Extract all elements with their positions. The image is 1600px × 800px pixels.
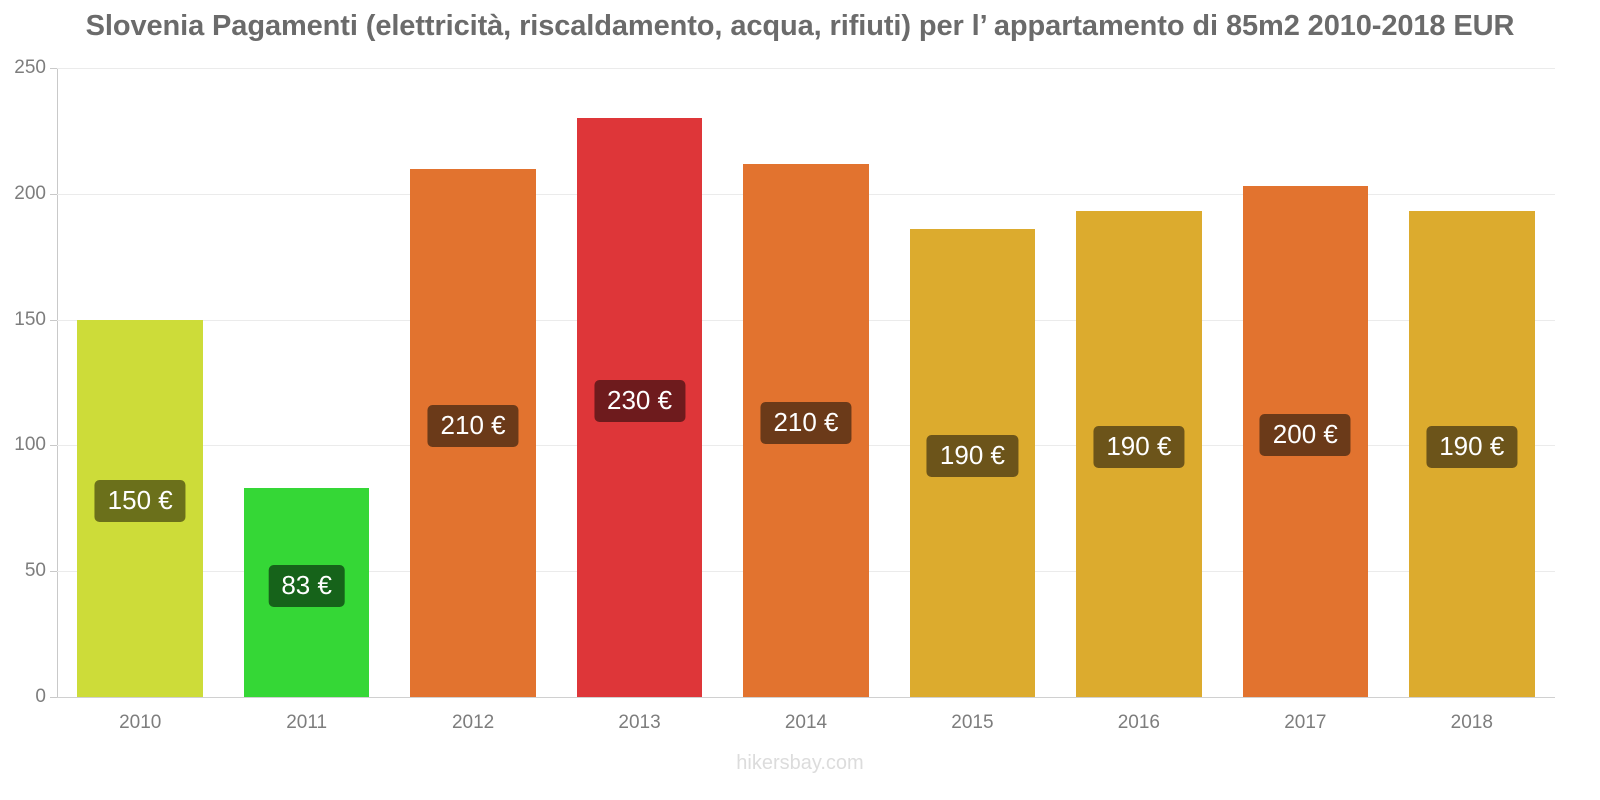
bar-value-label-2015: 190 € bbox=[926, 435, 1018, 478]
bar-slot: 200 € bbox=[1242, 68, 1369, 697]
bar-2010[interactable]: 150 € bbox=[77, 319, 204, 697]
y-axis-tick-label: 200 bbox=[14, 182, 46, 204]
bar-2017[interactable]: 200 € bbox=[1242, 186, 1369, 697]
x-axis-tick-label-2014: 2014 bbox=[784, 712, 828, 733]
y-axis-tick-label: 250 bbox=[14, 57, 46, 78]
y-axis-tick-label: 150 bbox=[14, 308, 46, 330]
bar-2013[interactable]: 230 € bbox=[576, 118, 703, 697]
bar-value-label-2014: 210 € bbox=[760, 402, 852, 445]
y-axis-tick-label: 50 bbox=[24, 560, 46, 582]
bar-2015[interactable]: 190 € bbox=[909, 229, 1036, 697]
bar-value-label-2010: 150 € bbox=[94, 480, 186, 523]
bar-2011[interactable]: 83 € bbox=[243, 488, 370, 697]
bar-2014[interactable]: 210 € bbox=[743, 163, 869, 697]
gridline bbox=[57, 68, 1555, 69]
y-axis-tick-mark bbox=[50, 193, 57, 195]
bar-value-label-2016: 190 € bbox=[1093, 426, 1185, 469]
y-axis-line bbox=[57, 68, 58, 698]
chart-title: Slovenia Pagamenti (elettricità, riscald… bbox=[85, 10, 1515, 42]
bar-2018[interactable]: 190 € bbox=[1408, 211, 1535, 697]
bar-slot: 210 € bbox=[410, 68, 536, 697]
y-axis-tick-mark bbox=[50, 319, 57, 321]
y-axis-tick-label: 0 bbox=[35, 686, 46, 707]
x-axis-tick-label-2015: 2015 bbox=[951, 712, 994, 733]
x-axis-tick-label-2013: 2013 bbox=[618, 712, 661, 733]
x-axis-tick-label-2016: 2016 bbox=[1117, 712, 1161, 733]
bar-value-label-2017: 200 € bbox=[1259, 413, 1351, 456]
bar-slot: 190 € bbox=[1408, 68, 1535, 697]
bar-2016[interactable]: 190 € bbox=[1076, 211, 1202, 697]
bar-value-label-2013: 230 € bbox=[594, 379, 686, 422]
y-axis-tick-mark bbox=[50, 68, 57, 69]
bar-slot: 83 € bbox=[243, 68, 370, 697]
bar-slot: 210 € bbox=[743, 68, 869, 697]
x-axis-tick-label-2012: 2012 bbox=[451, 712, 495, 733]
footer-credit: hikersbay.com bbox=[736, 752, 864, 774]
gridline bbox=[57, 697, 1555, 698]
x-axis-tick-label-2017: 2017 bbox=[1284, 712, 1327, 733]
bar-slot: 230 € bbox=[576, 68, 703, 697]
y-axis-tick-mark bbox=[50, 445, 57, 447]
bar-slot: 190 € bbox=[909, 68, 1036, 697]
y-axis-tick-mark bbox=[50, 571, 57, 573]
plot-area: 150 € 83 € 210 € 230 € 210 € 190 € 190 € 200 € 1… bbox=[57, 68, 1555, 697]
x-axis-tick-label-2010: 2010 bbox=[119, 712, 162, 733]
bar-slot: 150 € bbox=[77, 68, 204, 697]
bar-value-label-2011: 83 € bbox=[268, 564, 345, 607]
bar-slot: 190 € bbox=[1076, 68, 1202, 697]
x-axis-tick-label-2018: 2018 bbox=[1450, 712, 1493, 733]
bar-2012[interactable]: 210 € bbox=[410, 168, 536, 697]
y-axis-tick-label: 100 bbox=[14, 434, 46, 456]
bar-value-label-2018: 190 € bbox=[1426, 426, 1518, 469]
bar-value-label-2012: 210 € bbox=[427, 404, 519, 447]
y-axis-tick-mark bbox=[50, 697, 57, 698]
x-axis-tick-label-2011: 2011 bbox=[286, 712, 328, 733]
